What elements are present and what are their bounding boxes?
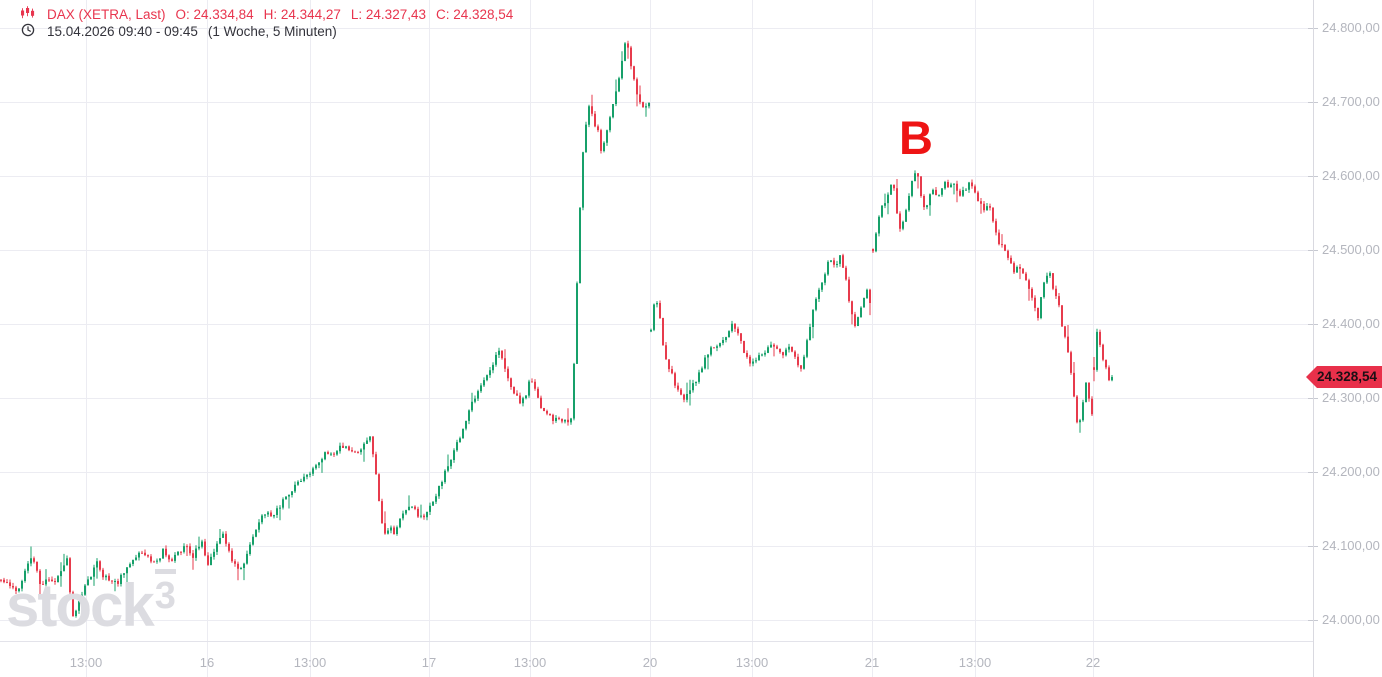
- candles: [0, 40, 1113, 618]
- price-axis-label: 24.400,00: [1322, 316, 1380, 331]
- down-wicks: [0, 40, 1110, 617]
- time-axis-label: 13:00: [293, 655, 327, 670]
- up-bodies: [18, 43, 1113, 616]
- price-axis-label: 24.000,00: [1322, 612, 1380, 627]
- low-value: L: 24.327,43: [350, 7, 426, 22]
- price-axis-label: 24.500,00: [1322, 242, 1380, 257]
- time-axis-label: 20: [642, 655, 658, 670]
- time-axis-label: 21: [864, 655, 880, 670]
- symbol-label: DAX (XETRA, Last): [47, 7, 166, 22]
- time-axis-label: 17: [421, 655, 437, 670]
- price-axis-label: 24.100,00: [1322, 538, 1380, 553]
- time-header: 15.04.2026 09:40 - 09:45 (1 Woche, 5 Min…: [21, 23, 337, 40]
- chart-annotation-b[interactable]: B: [899, 111, 933, 164]
- time-axis-label: 13:00: [69, 655, 103, 670]
- down-bodies: [0, 43, 1110, 616]
- close-value: C: 24.328,54: [435, 7, 514, 22]
- open-value: O: 24.334,84: [175, 7, 254, 22]
- price-axis-label: 24.300,00: [1322, 390, 1380, 405]
- quote-header: DAX (XETRA, Last) O: 24.334,84 H: 24.344…: [21, 6, 513, 23]
- stock3-watermark-logo: stock3: [6, 569, 176, 636]
- interval-label: (1 Woche, 5 Minuten): [207, 24, 337, 39]
- candlestick-icon: [21, 6, 35, 23]
- time-axis-label: 13:00: [958, 655, 992, 670]
- price-axis-label: 24.700,00: [1322, 94, 1380, 109]
- price-axis-label: 24.200,00: [1322, 464, 1380, 479]
- time-axis-label: 16: [199, 655, 215, 670]
- time-axis-label: 22: [1085, 655, 1101, 670]
- time-axis-label: 13:00: [735, 655, 769, 670]
- grid-lines: [0, 0, 1318, 677]
- time-axis-label: 13:00: [513, 655, 547, 670]
- high-value: H: 24.344,27: [263, 7, 341, 22]
- clock-icon: [21, 23, 35, 40]
- up-wicks: [18, 42, 1113, 618]
- price-axis-label: 24.800,00: [1322, 20, 1380, 35]
- timestamp-label: 15.04.2026 09:40 - 09:45: [47, 24, 198, 39]
- last-price-badge: 24.328,54: [1306, 366, 1382, 388]
- price-axis-label: 24.600,00: [1322, 168, 1380, 183]
